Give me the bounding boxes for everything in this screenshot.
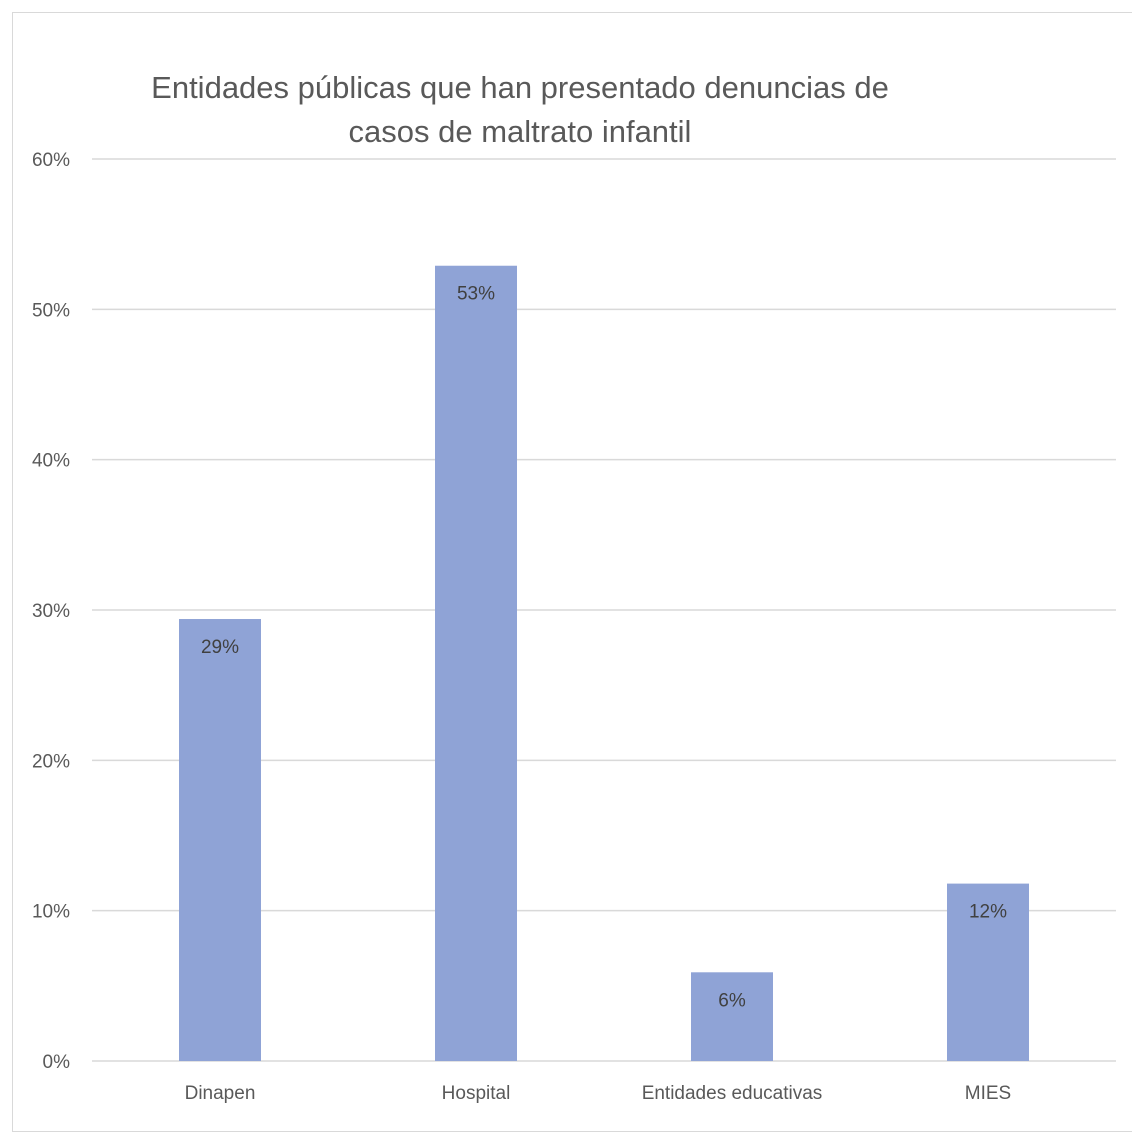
chart-title-line-2: casos de maltrato infantil [349, 114, 692, 149]
data-labels: 29% 53% 6% 12% [201, 284, 1007, 1012]
data-label: 29% [201, 637, 239, 658]
bar-mies [947, 883, 1029, 1061]
data-label: 12% [969, 902, 1007, 923]
category-label: Entidades educativas [642, 1083, 823, 1104]
gridlines [92, 158, 1116, 1062]
y-tick-label: 0% [43, 1052, 71, 1073]
bars [179, 265, 1029, 1061]
data-label: 53% [457, 284, 495, 305]
chart-title-line-1: Entidades públicas que han presentado de… [151, 70, 889, 105]
y-tick-label: 50% [32, 300, 70, 321]
bar-dinapen [179, 619, 261, 1061]
y-tick-label: 20% [32, 751, 70, 772]
chart-title: Entidades públicas que han presentado de… [151, 70, 889, 149]
y-tick-label: 10% [32, 902, 70, 923]
category-label: Dinapen [185, 1083, 256, 1104]
y-tick-label: 30% [32, 601, 70, 622]
bar-entidades-educativas [691, 972, 773, 1061]
x-axis-category-labels: Dinapen Hospital Entidades educativas MIES [185, 1083, 1012, 1104]
y-axis-tick-labels: 0% 10% 20% 30% 40% 50% 60% [32, 150, 70, 1073]
y-tick-label: 40% [32, 451, 70, 472]
data-label: 6% [718, 990, 746, 1011]
bar-hospital [435, 265, 517, 1061]
y-tick-label: 60% [32, 150, 70, 171]
category-label: MIES [965, 1083, 1011, 1104]
category-label: Hospital [442, 1083, 511, 1104]
